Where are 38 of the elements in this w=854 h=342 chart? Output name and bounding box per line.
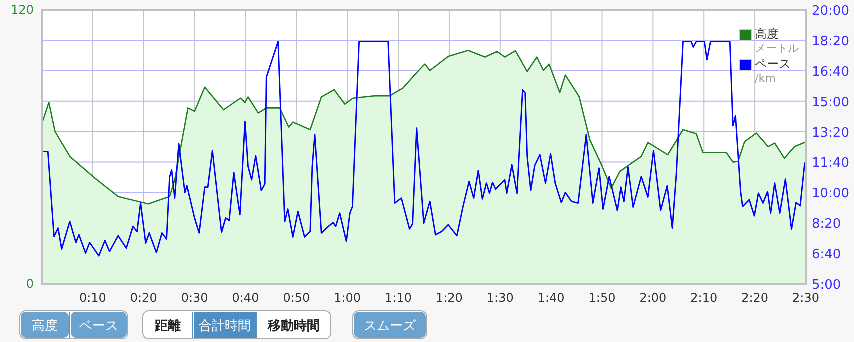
x-tick-label: 1:00	[334, 291, 362, 305]
text: ベース	[80, 319, 118, 334]
x-tick-label: 2:30	[792, 291, 820, 305]
x-tick-label: 1:50	[588, 291, 616, 305]
y-tick-label: 120	[11, 3, 34, 17]
y2-tick-label: 6:40	[812, 248, 842, 263]
y2-tick-label: 20:00	[812, 4, 850, 19]
y-tick-label: 0	[26, 277, 34, 291]
x-tick-label: 1:30	[486, 291, 514, 305]
annotation: メートル	[755, 42, 799, 55]
x-tick-label: 1:20	[436, 291, 463, 305]
text: 高度	[32, 318, 58, 334]
x-tick-label: 2:20	[742, 291, 769, 305]
y2-tick-label: 11:40	[812, 156, 850, 172]
x-tick-label: 0:50	[283, 291, 310, 305]
y2-tick-label: 8:20	[812, 217, 842, 232]
x-tick-label: 2:10	[690, 291, 718, 305]
x-tick-label: 1:40	[538, 291, 565, 305]
y2-tick-label: 18:20	[812, 34, 850, 50]
y2-tick-label: 16:40	[812, 64, 850, 80]
x-tick-label: 2:00	[640, 291, 667, 305]
x-tick-label: 0:40	[232, 291, 260, 305]
text: 移動時間	[267, 319, 320, 334]
x-tick-label: 0:20	[130, 291, 158, 305]
x-tick-label: 0:30	[181, 291, 208, 305]
y2-tick-label: 10:00	[812, 186, 850, 202]
legend-label: ペース	[755, 57, 791, 71]
y2-tick-label: 13:20	[812, 126, 850, 141]
line-series	[42, 41, 806, 257]
y2-tick-label: 5:00	[812, 278, 842, 293]
annotation: /km	[755, 72, 776, 85]
y2-tick-label: 15:00	[812, 95, 850, 110]
text: 合計時間	[199, 319, 251, 334]
text: 距離	[154, 319, 181, 334]
x-tick-label: 0:10	[79, 291, 106, 305]
legend-label: 高度	[755, 27, 779, 41]
text: スムーズ	[364, 319, 417, 334]
x-tick-label: 1:10	[385, 291, 412, 305]
